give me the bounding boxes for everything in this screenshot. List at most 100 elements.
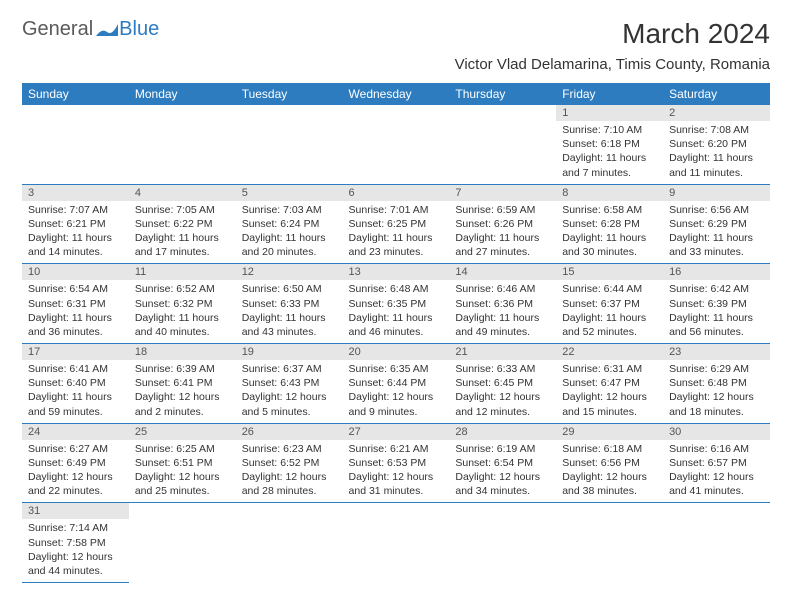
calendar-cell: 13Sunrise: 6:48 AMSunset: 6:35 PMDayligh… — [343, 264, 450, 344]
day-data: Sunrise: 6:19 AMSunset: 6:54 PMDaylight:… — [449, 440, 556, 503]
day-data: Sunrise: 6:16 AMSunset: 6:57 PMDaylight:… — [663, 440, 770, 503]
day-header: Monday — [129, 83, 236, 105]
day-number: 26 — [236, 424, 343, 440]
day-data: Sunrise: 6:46 AMSunset: 6:36 PMDaylight:… — [449, 280, 556, 343]
day-number: 4 — [129, 185, 236, 201]
calendar-cell — [449, 105, 556, 185]
calendar-cell: 7Sunrise: 6:59 AMSunset: 6:26 PMDaylight… — [449, 185, 556, 265]
day-number: 8 — [556, 185, 663, 201]
day-data: Sunrise: 6:59 AMSunset: 6:26 PMDaylight:… — [449, 201, 556, 264]
day-data: Sunrise: 6:27 AMSunset: 6:49 PMDaylight:… — [22, 440, 129, 503]
brand-logo: General Blue — [22, 18, 159, 41]
day-data: Sunrise: 6:42 AMSunset: 6:39 PMDaylight:… — [663, 280, 770, 343]
calendar-cell — [236, 503, 343, 583]
calendar-cell: 17Sunrise: 6:41 AMSunset: 6:40 PMDayligh… — [22, 344, 129, 424]
calendar-cell: 30Sunrise: 6:16 AMSunset: 6:57 PMDayligh… — [663, 424, 770, 504]
day-data: Sunrise: 6:58 AMSunset: 6:28 PMDaylight:… — [556, 201, 663, 264]
day-number: 9 — [663, 185, 770, 201]
header: General Blue March 2024 Victor Vlad Dela… — [22, 18, 770, 73]
day-number: 16 — [663, 264, 770, 280]
brand-part1: General — [22, 18, 93, 41]
day-number: 15 — [556, 264, 663, 280]
day-data: Sunrise: 6:56 AMSunset: 6:29 PMDaylight:… — [663, 201, 770, 264]
day-data: Sunrise: 7:05 AMSunset: 6:22 PMDaylight:… — [129, 201, 236, 264]
day-number: 19 — [236, 344, 343, 360]
month-title: March 2024 — [455, 18, 770, 50]
calendar-cell: 4Sunrise: 7:05 AMSunset: 6:22 PMDaylight… — [129, 185, 236, 265]
calendar-cell: 15Sunrise: 6:44 AMSunset: 6:37 PMDayligh… — [556, 264, 663, 344]
day-number: 12 — [236, 264, 343, 280]
calendar-cell: 19Sunrise: 6:37 AMSunset: 6:43 PMDayligh… — [236, 344, 343, 424]
calendar-cell: 1Sunrise: 7:10 AMSunset: 6:18 PMDaylight… — [556, 105, 663, 185]
day-number: 31 — [22, 503, 129, 519]
location-subtitle: Victor Vlad Delamarina, Timis County, Ro… — [455, 56, 770, 73]
day-data: Sunrise: 7:01 AMSunset: 6:25 PMDaylight:… — [343, 201, 450, 264]
day-data: Sunrise: 6:52 AMSunset: 6:32 PMDaylight:… — [129, 280, 236, 343]
day-data: Sunrise: 7:14 AMSunset: 7:58 PMDaylight:… — [22, 519, 129, 582]
day-number: 23 — [663, 344, 770, 360]
day-number: 18 — [129, 344, 236, 360]
calendar-cell — [129, 503, 236, 583]
day-number: 3 — [22, 185, 129, 201]
day-data: Sunrise: 6:48 AMSunset: 6:35 PMDaylight:… — [343, 280, 450, 343]
day-number: 6 — [343, 185, 450, 201]
calendar-cell: 3Sunrise: 7:07 AMSunset: 6:21 PMDaylight… — [22, 185, 129, 265]
day-data: Sunrise: 6:39 AMSunset: 6:41 PMDaylight:… — [129, 360, 236, 423]
day-data: Sunrise: 6:23 AMSunset: 6:52 PMDaylight:… — [236, 440, 343, 503]
calendar-cell — [556, 503, 663, 583]
calendar-cell: 5Sunrise: 7:03 AMSunset: 6:24 PMDaylight… — [236, 185, 343, 265]
day-number: 11 — [129, 264, 236, 280]
calendar-cell: 12Sunrise: 6:50 AMSunset: 6:33 PMDayligh… — [236, 264, 343, 344]
day-header: Tuesday — [236, 83, 343, 105]
calendar-cell: 22Sunrise: 6:31 AMSunset: 6:47 PMDayligh… — [556, 344, 663, 424]
day-header: Friday — [556, 83, 663, 105]
day-number: 17 — [22, 344, 129, 360]
day-number: 5 — [236, 185, 343, 201]
calendar-week-row: 3Sunrise: 7:07 AMSunset: 6:21 PMDaylight… — [22, 185, 770, 265]
day-data: Sunrise: 6:25 AMSunset: 6:51 PMDaylight:… — [129, 440, 236, 503]
day-data: Sunrise: 7:10 AMSunset: 6:18 PMDaylight:… — [556, 121, 663, 184]
day-number: 28 — [449, 424, 556, 440]
day-data: Sunrise: 6:41 AMSunset: 6:40 PMDaylight:… — [22, 360, 129, 423]
day-data: Sunrise: 7:03 AMSunset: 6:24 PMDaylight:… — [236, 201, 343, 264]
day-header: Saturday — [663, 83, 770, 105]
day-data: Sunrise: 7:07 AMSunset: 6:21 PMDaylight:… — [22, 201, 129, 264]
calendar-cell: 9Sunrise: 6:56 AMSunset: 6:29 PMDaylight… — [663, 185, 770, 265]
day-number: 10 — [22, 264, 129, 280]
day-number: 25 — [129, 424, 236, 440]
title-block: March 2024 Victor Vlad Delamarina, Timis… — [455, 18, 770, 73]
calendar-cell — [343, 503, 450, 583]
calendar-cell: 21Sunrise: 6:33 AMSunset: 6:45 PMDayligh… — [449, 344, 556, 424]
day-number: 7 — [449, 185, 556, 201]
day-data: Sunrise: 6:21 AMSunset: 6:53 PMDaylight:… — [343, 440, 450, 503]
calendar-cell — [129, 105, 236, 185]
day-header: Thursday — [449, 83, 556, 105]
calendar-week-row: 10Sunrise: 6:54 AMSunset: 6:31 PMDayligh… — [22, 264, 770, 344]
day-number: 13 — [343, 264, 450, 280]
day-data: Sunrise: 6:35 AMSunset: 6:44 PMDaylight:… — [343, 360, 450, 423]
calendar-week-row: 31Sunrise: 7:14 AMSunset: 7:58 PMDayligh… — [22, 503, 770, 583]
calendar-week-row: 17Sunrise: 6:41 AMSunset: 6:40 PMDayligh… — [22, 344, 770, 424]
calendar-cell: 23Sunrise: 6:29 AMSunset: 6:48 PMDayligh… — [663, 344, 770, 424]
calendar-cell — [22, 105, 129, 185]
day-data: Sunrise: 6:18 AMSunset: 6:56 PMDaylight:… — [556, 440, 663, 503]
calendar-cell: 8Sunrise: 6:58 AMSunset: 6:28 PMDaylight… — [556, 185, 663, 265]
day-data: Sunrise: 6:37 AMSunset: 6:43 PMDaylight:… — [236, 360, 343, 423]
day-number: 29 — [556, 424, 663, 440]
calendar-cell: 10Sunrise: 6:54 AMSunset: 6:31 PMDayligh… — [22, 264, 129, 344]
day-number: 20 — [343, 344, 450, 360]
calendar-cell: 24Sunrise: 6:27 AMSunset: 6:49 PMDayligh… — [22, 424, 129, 504]
brand-wave-icon — [96, 22, 118, 38]
calendar-cell: 31Sunrise: 7:14 AMSunset: 7:58 PMDayligh… — [22, 503, 129, 583]
calendar-cell: 11Sunrise: 6:52 AMSunset: 6:32 PMDayligh… — [129, 264, 236, 344]
page: General Blue March 2024 Victor Vlad Dela… — [0, 0, 792, 601]
calendar-week-row: 1Sunrise: 7:10 AMSunset: 6:18 PMDaylight… — [22, 105, 770, 185]
calendar-cell: 16Sunrise: 6:42 AMSunset: 6:39 PMDayligh… — [663, 264, 770, 344]
calendar-cell: 25Sunrise: 6:25 AMSunset: 6:51 PMDayligh… — [129, 424, 236, 504]
day-data: Sunrise: 6:29 AMSunset: 6:48 PMDaylight:… — [663, 360, 770, 423]
calendar-cell: 18Sunrise: 6:39 AMSunset: 6:41 PMDayligh… — [129, 344, 236, 424]
calendar-table: Sunday Monday Tuesday Wednesday Thursday… — [22, 83, 770, 583]
calendar-cell: 20Sunrise: 6:35 AMSunset: 6:44 PMDayligh… — [343, 344, 450, 424]
day-header-row: Sunday Monday Tuesday Wednesday Thursday… — [22, 83, 770, 105]
day-data: Sunrise: 6:44 AMSunset: 6:37 PMDaylight:… — [556, 280, 663, 343]
